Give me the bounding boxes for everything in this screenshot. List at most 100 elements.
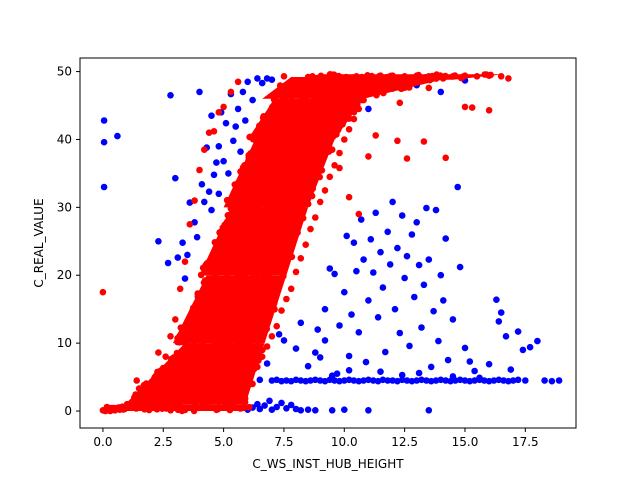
scatter-point [268,406,276,414]
scatter-point [314,326,322,333]
scatter-point [196,88,203,96]
scatter-point [114,132,121,140]
scatter-point [321,337,329,344]
scatter-point [362,358,370,366]
scatter-point [179,239,186,246]
scatter-point [442,235,450,242]
scatter-point [374,80,382,88]
scatter-point [186,221,194,228]
scatter-point [394,137,401,145]
scatter-point [280,73,288,80]
scatter-point [401,274,408,282]
scatter-point [377,248,384,256]
dense-point-cloud [199,207,309,276]
scatter-point [234,384,242,391]
scatter-point [201,198,208,206]
x-tick-label: 12.5 [391,435,418,449]
scatter-point [316,198,324,206]
scatter-point [99,288,107,296]
scatter-point [143,397,150,405]
scatter-point [505,75,512,82]
scatter-point [440,297,447,304]
scatter-point [401,73,408,80]
scatter-point [230,137,237,145]
scatter-point [283,295,290,303]
scatter-point [273,322,281,330]
scatter-point [268,76,276,83]
scatter-point [336,164,343,172]
x-tick-label: 7.5 [274,435,293,449]
scatter-point [497,309,505,316]
scatter-point [425,84,433,92]
scatter-point [456,263,464,271]
scatter-point [133,377,140,384]
scatter-point [140,381,148,389]
scatter-point [437,88,445,96]
scatter-point [167,92,174,99]
scatter-point [379,284,387,291]
scatter-point [403,252,411,260]
scatter-point [237,148,244,155]
scatter-point [227,88,235,96]
scatter-point [365,105,372,113]
scatter-point [418,324,425,331]
scatter-point [353,267,360,275]
y-axis-label: C_REAL_VALUE [32,198,46,287]
scatter-point [420,281,428,289]
scatter-point [234,105,242,113]
scatter-point [215,404,223,411]
scatter-point [432,206,440,214]
scatter-point [328,73,336,80]
scatter-point [555,377,563,384]
scatter-point [386,261,394,268]
scatter-point [328,146,336,153]
scatter-point [449,316,457,323]
scatter-point [497,73,505,80]
scatter-point [408,231,416,238]
scatter-point [382,348,389,356]
scatter-point [249,96,256,104]
scatter-point [355,105,363,113]
scatter-point [360,256,367,263]
y-tick-label: 40 [57,132,72,146]
scatter-point [304,73,312,81]
y-tick-label: 0 [64,404,72,418]
scatter-point [485,360,493,368]
scatter-point [514,376,522,384]
dense-point-cloud [223,139,335,208]
scatter-point [167,333,174,340]
scatter-point [302,241,310,248]
scatter-point [215,109,223,116]
scatter-point [534,337,541,345]
scatter-point [519,346,527,354]
scatter-point [341,406,348,414]
scatter-point [345,193,353,201]
scatter-point [234,78,242,86]
scatter-point [372,132,380,139]
scatter-point [413,219,421,226]
scatter-point [345,367,353,374]
scatter-point [208,112,215,119]
y-tick-label: 30 [57,200,72,214]
scatter-point [172,316,179,323]
scatter-point [367,236,375,243]
scatter-point [326,265,334,272]
scatter-point [476,374,483,382]
x-tick-label: 5.0 [214,435,233,449]
scatter-point [336,149,343,157]
scatter-point [495,318,503,325]
series-1 [100,75,563,414]
scatter-point [280,337,288,344]
scatter-point [449,373,457,380]
scatter-point [201,146,208,153]
plot-frame [79,57,577,429]
scatter-point [297,377,305,384]
scatter-point [181,258,189,266]
scatter-point [548,377,556,385]
scatter-point [415,261,423,269]
scatter-point [176,285,184,293]
series-2 [99,71,512,415]
scatter-point [164,259,172,267]
scatter-point [353,73,360,80]
